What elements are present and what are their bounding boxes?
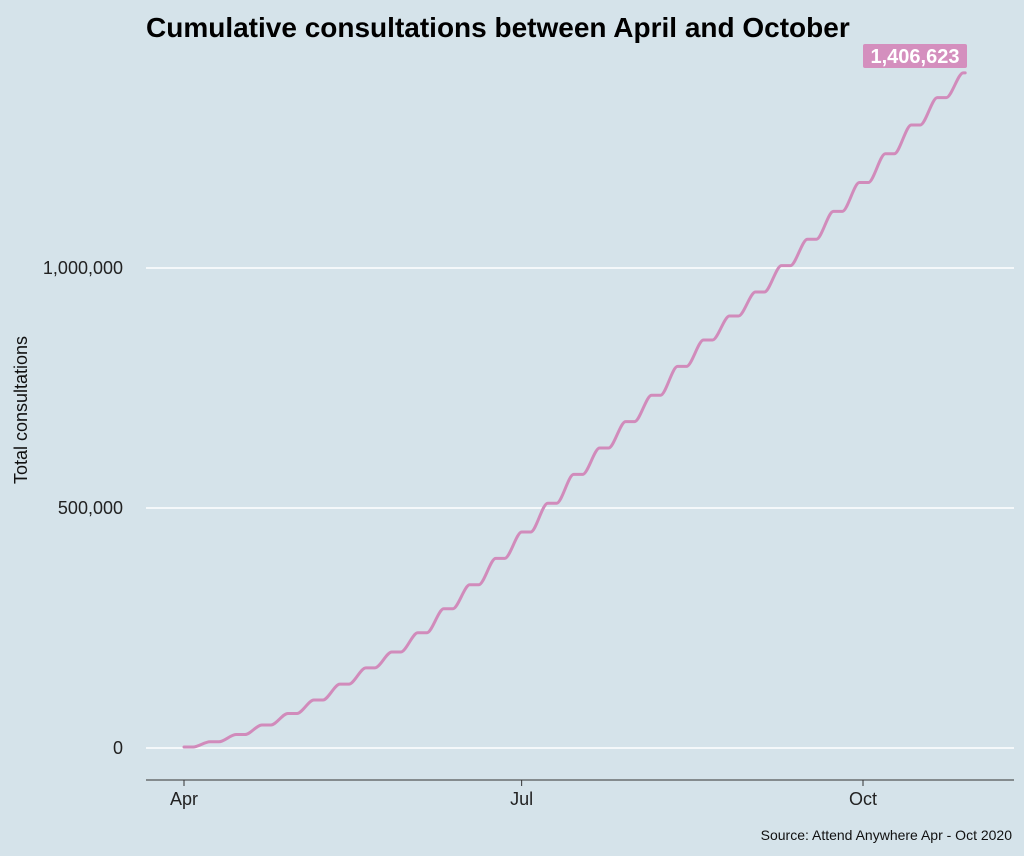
y-axis-tick-labels: 0 500,000 1,000,000: [43, 258, 123, 758]
end-value-label-background: [863, 44, 967, 68]
y-tick-label: 0: [113, 738, 123, 758]
y-tick-label: 1,000,000: [43, 258, 123, 278]
chart-title: Cumulative consultations between April a…: [146, 12, 850, 43]
y-axis-title: Total consultations: [11, 336, 31, 484]
gridlines: [146, 267, 1014, 749]
x-tick-label: Apr: [170, 789, 198, 809]
x-axis-ticks: Apr Jul Oct: [170, 780, 877, 809]
x-tick-label: Oct: [849, 789, 877, 809]
chart-caption: Source: Attend Anywhere Apr - Oct 2020: [761, 827, 1013, 843]
y-tick-label: 500,000: [58, 498, 123, 518]
series-line-cumulative-consultations: [182, 71, 967, 749]
end-value-label: 1,406,623: [863, 44, 967, 68]
end-value-label-text: 1,406,623: [871, 46, 960, 68]
x-tick-label: Jul: [510, 789, 533, 809]
